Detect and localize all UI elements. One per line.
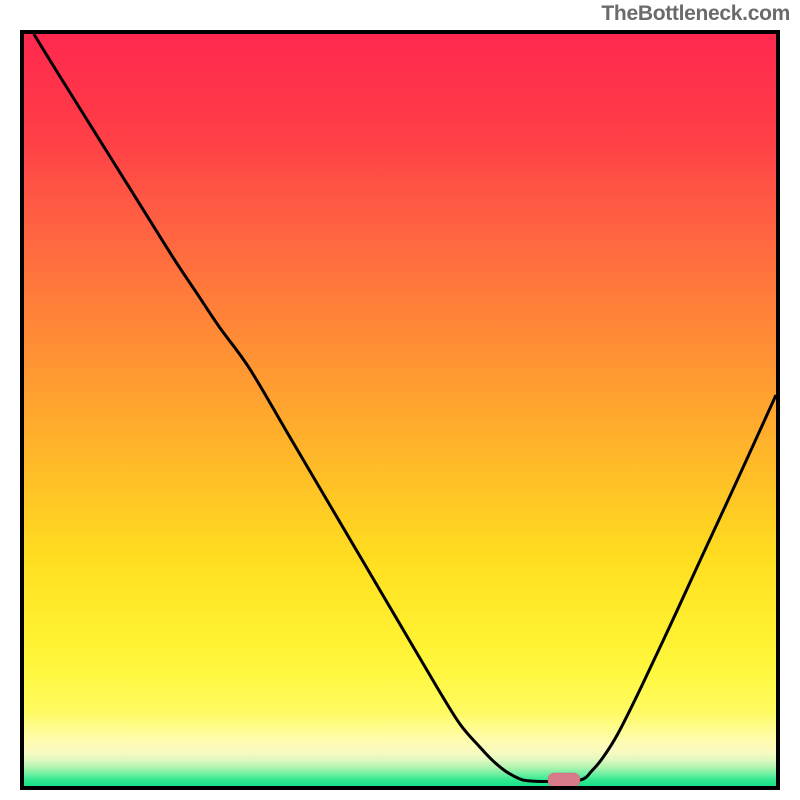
watermark-label: TheBottleneck.com [601, 2, 790, 26]
plot-area [20, 30, 780, 790]
chart-root: TheBottleneck.com [0, 0, 800, 800]
minimum-marker [548, 773, 580, 787]
gradient-background [24, 34, 776, 786]
plot-svg [20, 30, 780, 790]
